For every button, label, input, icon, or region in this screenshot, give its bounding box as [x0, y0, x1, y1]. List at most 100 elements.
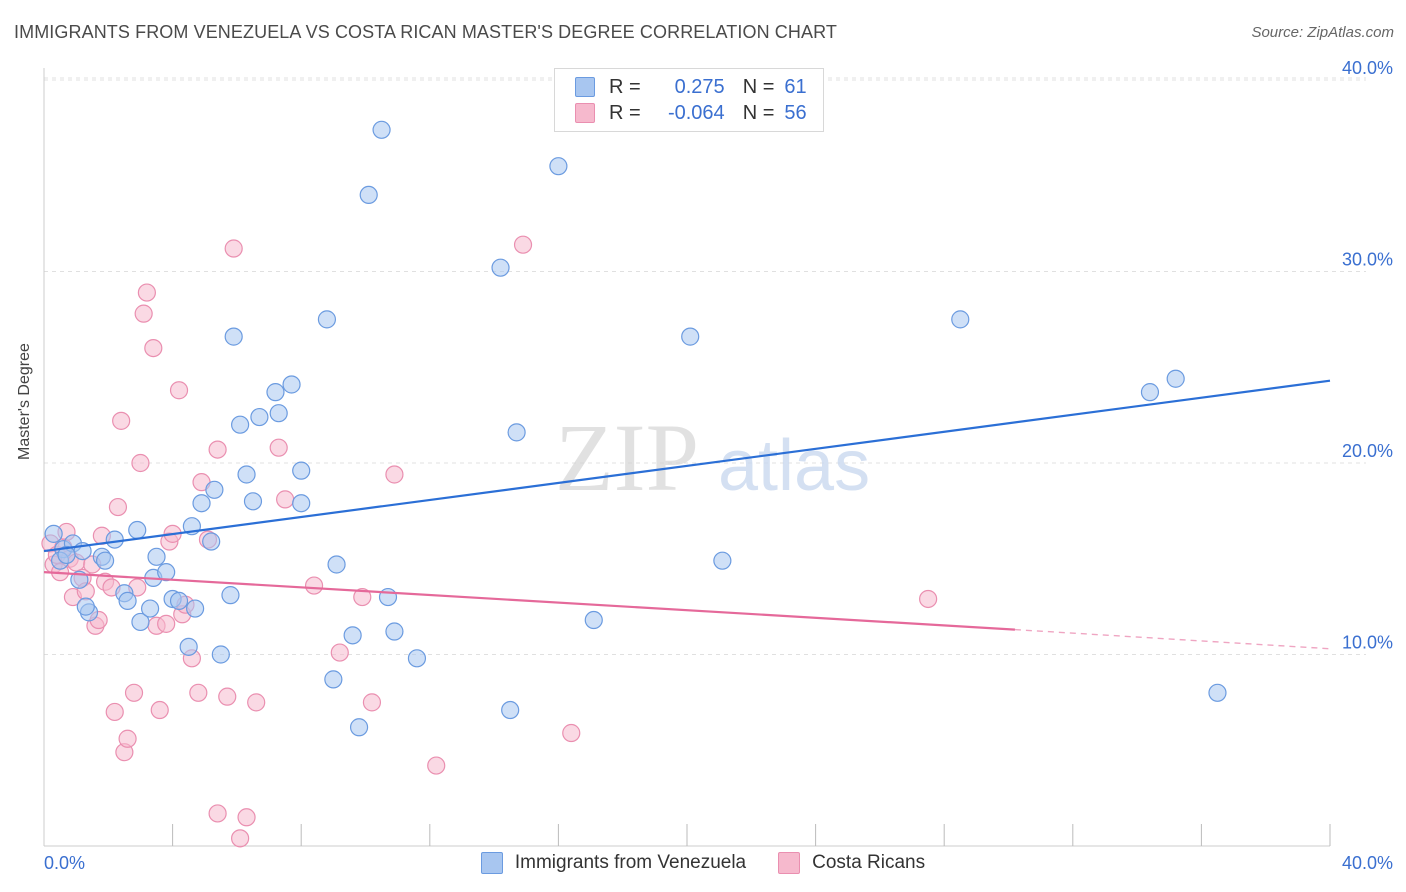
n-value: 61 — [784, 75, 807, 98]
data-point-venezuela — [76, 597, 95, 616]
data-point-venezuela — [1208, 683, 1227, 702]
data-point-venezuela — [140, 599, 160, 618]
data-point-venezuela — [317, 310, 337, 329]
data-point-costa-ricans — [112, 411, 131, 430]
legend-swatch-venezuela — [575, 77, 595, 97]
y-tick-labels: 10.0% 20.0% 30.0% 40.0% — [1342, 58, 1393, 653]
legend-swatch-venezuela — [480, 852, 503, 874]
legend-row-costa-ricans: R = -0.064 N = 56 — [575, 101, 807, 125]
y-tick-label: 40.0% — [1342, 58, 1393, 78]
data-point-costa-ricans — [189, 683, 208, 702]
trend-line-costa-ricans-extension — [1014, 628, 1331, 650]
data-point-costa-ricans — [157, 614, 176, 633]
data-point-venezuela — [118, 591, 137, 610]
data-point-venezuela — [169, 591, 189, 610]
data-point-venezuela — [343, 626, 362, 645]
data-point-costa-ricans — [208, 440, 227, 459]
data-point-venezuela — [327, 555, 346, 574]
data-point-venezuela — [250, 407, 269, 427]
data-point-venezuela — [237, 465, 256, 484]
data-point-costa-ricans — [427, 756, 446, 775]
watermark-atlas: atlas — [718, 426, 870, 506]
y-tick-label: 20.0% — [1342, 441, 1393, 461]
watermark: ZIP atlas — [555, 404, 870, 511]
series-legend: Immigrants from Venezuela Costa Ricans — [0, 852, 1406, 874]
data-point-costa-ricans — [247, 693, 266, 712]
data-point-venezuela — [128, 520, 147, 540]
data-point-venezuela — [324, 670, 343, 689]
data-point-costa-ricans — [144, 339, 163, 358]
n-value: 56 — [784, 101, 807, 124]
x-tick-label-min: 0.0% — [44, 853, 85, 873]
series-costa-ricans-points — [41, 235, 938, 848]
data-point-venezuela — [131, 612, 150, 632]
data-point-venezuela — [584, 610, 603, 630]
data-point-venezuela — [147, 547, 166, 566]
data-point-costa-ricans — [231, 829, 250, 848]
data-point-venezuela — [211, 645, 230, 664]
data-point-costa-ricans — [269, 438, 288, 457]
data-point-venezuela — [221, 586, 240, 605]
data-point-venezuela — [157, 563, 176, 582]
x-tick-labels: 0.0% 40.0% — [44, 853, 1393, 873]
data-point-venezuela — [501, 700, 520, 720]
data-point-venezuela — [951, 310, 970, 329]
data-point-costa-ricans — [562, 723, 581, 743]
data-point-venezuela — [231, 415, 250, 434]
data-point-venezuela — [266, 383, 285, 402]
data-point-venezuela — [44, 524, 63, 543]
axes — [43, 68, 1331, 847]
n-label: N = — [742, 101, 775, 124]
data-point-venezuela — [95, 551, 115, 570]
data-point-venezuela — [192, 494, 211, 513]
legend-row-venezuela: R = 0.275 N = 61 — [575, 75, 807, 99]
data-point-costa-ricans — [224, 239, 243, 258]
r-value: 0.275 — [674, 75, 725, 98]
source-label: Source: ZipAtlas.com — [1251, 24, 1394, 41]
data-point-costa-ricans — [108, 497, 128, 517]
legend-swatch-costa-ricans — [575, 103, 595, 123]
data-point-venezuela — [205, 480, 224, 499]
r-label: R = — [609, 75, 641, 98]
r-label: R = — [609, 101, 641, 124]
trend-lines — [43, 379, 1331, 650]
data-point-costa-ricans — [124, 683, 144, 702]
trend-line-venezuela — [43, 379, 1331, 553]
data-point-venezuela — [282, 375, 301, 394]
chart-title: IMMIGRANTS FROM VENEZUELA VS COSTA RICAN… — [14, 22, 837, 42]
data-point-venezuela — [224, 327, 243, 346]
y-tick-label: 30.0% — [1342, 250, 1393, 270]
x-tick-label-max: 40.0% — [1342, 853, 1393, 873]
data-point-venezuela — [349, 718, 369, 737]
data-point-costa-ricans — [169, 381, 189, 400]
data-point-venezuela — [713, 551, 732, 570]
data-point-venezuela — [292, 494, 311, 513]
trend-line-costa-ricans — [43, 571, 1015, 631]
data-point-costa-ricans — [513, 235, 533, 254]
data-point-costa-ricans — [137, 283, 156, 302]
data-point-venezuela — [681, 327, 700, 346]
n-label: N = — [742, 75, 775, 98]
data-point-venezuela — [491, 258, 510, 277]
data-point-costa-ricans — [105, 702, 124, 722]
r-value: -0.064 — [667, 101, 725, 124]
data-point-costa-ricans — [118, 729, 137, 748]
data-point-venezuela — [202, 532, 221, 551]
data-point-venezuela — [385, 622, 404, 641]
data-point-venezuela — [1166, 369, 1185, 388]
legend-label-venezuela: Immigrants from Venezuela — [514, 852, 747, 873]
data-point-costa-ricans — [131, 453, 150, 473]
data-point-venezuela — [292, 461, 311, 480]
data-point-venezuela — [269, 404, 288, 423]
data-point-venezuela — [105, 530, 124, 549]
data-point-costa-ricans — [385, 465, 404, 484]
data-point-venezuela — [549, 157, 568, 176]
data-point-costa-ricans — [353, 587, 372, 607]
data-point-costa-ricans — [237, 808, 256, 827]
data-point-venezuela — [179, 637, 198, 656]
legend-item-venezuela: Immigrants from Venezuela — [480, 852, 747, 874]
data-point-venezuela — [359, 185, 378, 204]
grid-lines — [44, 77, 1366, 655]
data-point-venezuela — [507, 423, 526, 442]
